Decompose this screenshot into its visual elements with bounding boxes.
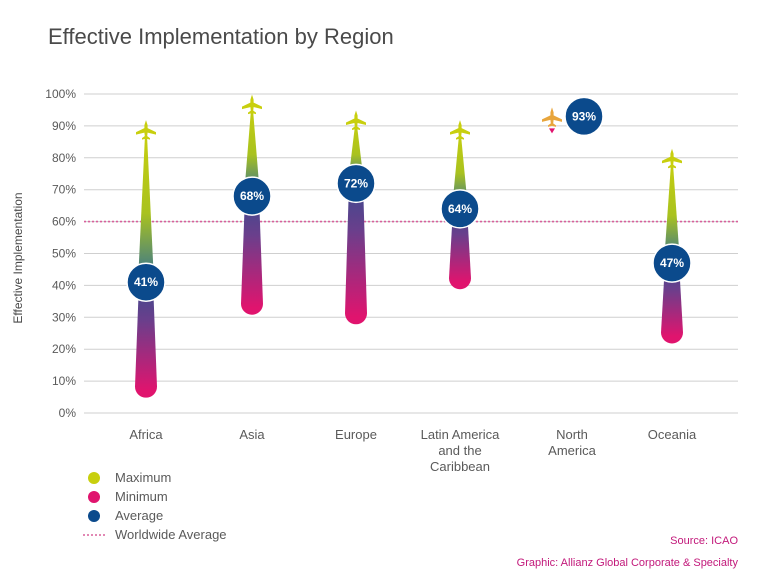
legend-label: Average [115, 508, 163, 523]
column-oceania: 47% [652, 148, 692, 344]
average-dot [440, 189, 480, 229]
category-label-line: and the [438, 443, 481, 458]
max-to-average-stem [244, 109, 260, 197]
y-tick-label: 10% [52, 374, 76, 388]
maximum-plane-icon [450, 120, 470, 140]
average-to-min-drop [241, 196, 263, 315]
category-label: Europe [335, 427, 377, 442]
column-africa: 41% [126, 120, 166, 398]
y-tick-label: 60% [52, 215, 76, 229]
y-tick-label: 70% [52, 183, 76, 197]
y-tick-label: 100% [45, 87, 76, 101]
y-axis-label: Effective Implementation [11, 192, 25, 323]
y-tick-label: 40% [52, 278, 76, 292]
average-to-min-drop [449, 208, 471, 290]
average-to-min-drop [135, 282, 157, 398]
column-europe: 72% [336, 110, 376, 325]
gridlines [84, 93, 738, 414]
average-label: 64% [448, 202, 472, 216]
legend: Maximum Minimum Average Worldwide Average [83, 470, 227, 542]
average-dot [336, 163, 376, 204]
y-tick-label: 50% [52, 247, 76, 261]
maximum-plane-icon [542, 107, 562, 127]
maximum-plane-icon [242, 94, 262, 115]
data-marks: 41% 68% 72% 64% 93% 47% [126, 94, 692, 398]
y-tick-label: 30% [52, 310, 76, 324]
category-label-line: Caribbean [430, 459, 490, 474]
y-tick-label: 20% [52, 342, 76, 356]
average-dot [564, 96, 604, 137]
category-label: Asia [239, 427, 265, 442]
category-label-line: America [548, 443, 596, 458]
category-label-line: Africa [129, 427, 163, 442]
legend-label: Worldwide Average [115, 527, 227, 542]
category-label: North America [548, 427, 596, 458]
average-to-min-drop [661, 263, 683, 344]
average-label: 93% [572, 109, 596, 123]
category-label: Latin America and the Caribbean [421, 427, 501, 474]
column-latin-america-and-the-caribbean: 64% [440, 120, 480, 290]
category-label-line: Europe [335, 427, 377, 442]
maximum-plane-icon [136, 120, 156, 140]
average-label: 72% [344, 176, 368, 190]
column-north-america: 93% [542, 96, 604, 137]
category-labels: Africa Asia Europe Latin America and the Cari… [129, 427, 697, 474]
legend-item-maximum: Maximum [88, 470, 171, 485]
column-asia: 68% [232, 94, 272, 315]
chart-title: Effective Implementation by Region [48, 24, 394, 49]
max-to-average-stem [138, 135, 154, 283]
category-label-line: North [556, 427, 588, 442]
average-label: 47% [660, 256, 684, 270]
y-tick-label: 90% [52, 119, 76, 133]
legend-item-average: Average [88, 508, 163, 523]
y-tick-labels: 0% 10% 20% 30% 40% 50% 60% 70% 80% 90% 100% [45, 87, 76, 420]
category-label: Africa [129, 427, 163, 442]
average-dot [232, 176, 272, 216]
legend-label: Minimum [115, 489, 168, 504]
legend-item-minimum: Minimum [88, 489, 168, 504]
graphic-credit: Graphic: Allianz Global Corporate & Spec… [517, 557, 739, 569]
legend-item-worldwide-average: Worldwide Average [83, 527, 227, 542]
y-tick-label: 0% [59, 406, 77, 420]
legend-swatch [88, 472, 100, 484]
average-label: 68% [240, 189, 264, 203]
legend-swatch [88, 491, 100, 503]
legend-swatch [88, 510, 100, 522]
average-to-min-drop [345, 183, 367, 325]
maximum-plane-icon [662, 148, 682, 169]
category-label: Oceania [648, 427, 697, 442]
average-dot [652, 243, 692, 283]
average-dot [126, 262, 166, 302]
source-credit: Source: ICAO [670, 535, 738, 547]
minimum-marker [549, 128, 555, 134]
category-label-line: Asia [239, 427, 265, 442]
maximum-plane-icon [346, 110, 366, 131]
category-label-line: Oceania [648, 427, 697, 442]
legend-label: Maximum [115, 470, 171, 485]
max-to-average-stem [664, 163, 680, 264]
average-label: 41% [134, 275, 158, 289]
y-tick-label: 80% [52, 151, 76, 165]
category-label-line: Latin America [421, 427, 501, 442]
